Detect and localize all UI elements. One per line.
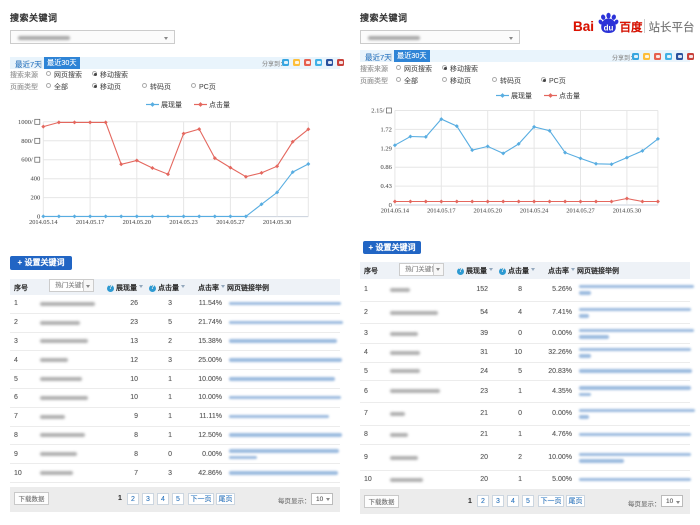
svg-text:2014.05.27: 2014.05.27 [566, 208, 594, 215]
svg-text:0.43: 0.43 [381, 183, 392, 190]
svg-text:2014.05.14: 2014.05.14 [29, 219, 58, 226]
svg-text:2014.05.23: 2014.05.23 [169, 219, 197, 226]
svg-text:2014.05.20: 2014.05.20 [474, 208, 502, 215]
svg-text:2014.05.17: 2014.05.17 [427, 208, 455, 215]
svg-text:2.15/: 2.15/ [371, 108, 384, 115]
svg-text:0.86: 0.86 [381, 164, 393, 171]
svg-text:2014.05.30: 2014.05.30 [263, 219, 291, 226]
svg-text:2014.05.30: 2014.05.30 [613, 208, 641, 215]
svg-text:0: 0 [389, 202, 392, 209]
svg-text:600/: 600/ [21, 157, 33, 164]
svg-text:1.29: 1.29 [381, 145, 392, 152]
svg-text:站长平台: 站长平台 [649, 20, 695, 34]
svg-text:百度: 百度 [620, 20, 643, 34]
svg-text:2014.05.27: 2014.05.27 [216, 219, 244, 226]
svg-text:1000/: 1000/ [18, 119, 33, 126]
svg-text:du: du [604, 24, 614, 33]
svg-text:2014.05.14: 2014.05.14 [381, 208, 410, 215]
svg-text:Bai: Bai [573, 19, 594, 34]
svg-text:0: 0 [37, 214, 40, 221]
svg-text:800/: 800/ [21, 138, 33, 145]
svg-text:400: 400 [31, 176, 41, 183]
svg-text:2014.05.20: 2014.05.20 [123, 219, 151, 226]
svg-text:200: 200 [31, 195, 41, 202]
svg-text:2014.05.24: 2014.05.24 [520, 208, 549, 215]
svg-text:1.72: 1.72 [381, 126, 392, 133]
svg-text:2014.05.17: 2014.05.17 [76, 219, 104, 226]
